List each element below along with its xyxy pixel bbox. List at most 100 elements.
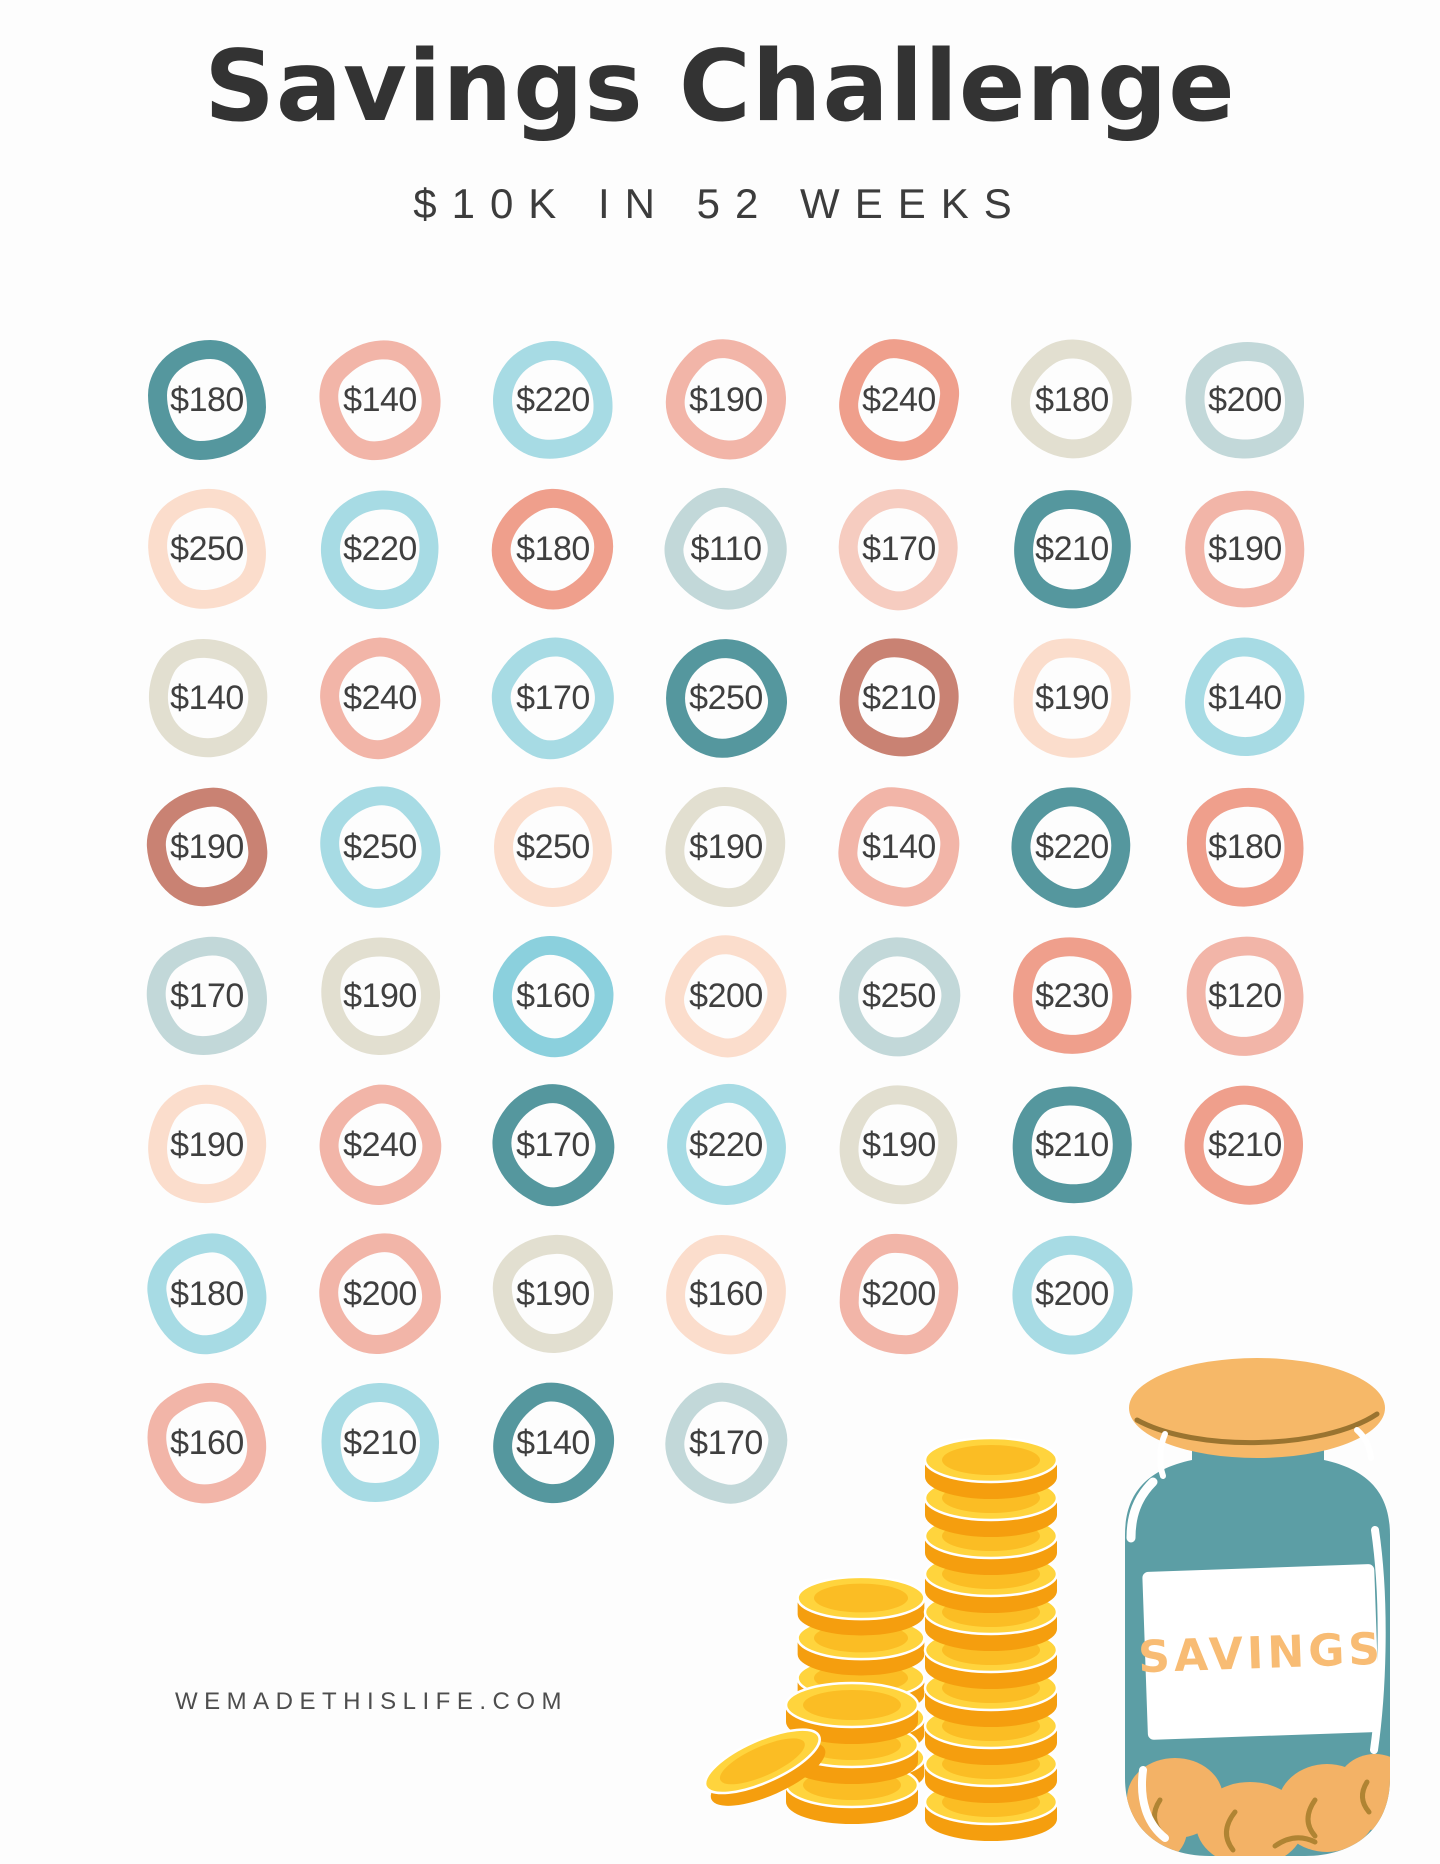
savings-amount: $220 [343, 529, 417, 568]
savings-amount: $140 [1208, 678, 1282, 717]
grid-row: $170 $190 $160 $200 $250 $230 $120 [124, 913, 1323, 1079]
savings-blob: $140 [295, 315, 465, 485]
savings-amount: $200 [1208, 380, 1282, 419]
savings-amount: $250 [862, 976, 936, 1015]
savings-amount: $250 [343, 827, 417, 866]
savings-blob: $170 [471, 615, 635, 781]
savings-blob: $250 [492, 785, 614, 909]
grid-row: $180 $200 $190 $160 $200 $200 [142, 1209, 1304, 1379]
savings-amount: $220 [1035, 827, 1109, 866]
savings-amount: $170 [516, 1125, 590, 1164]
savings-blob: $160 [123, 1359, 291, 1527]
savings-blob: $170 [821, 470, 977, 628]
savings-amount: $210 [343, 1423, 417, 1462]
savings-amount: $250 [689, 678, 763, 717]
savings-amount: $220 [516, 380, 590, 419]
savings-blob: $180 [472, 469, 634, 629]
savings-blob: $140 [834, 782, 964, 912]
jar-lid-seam [1134, 1411, 1380, 1446]
savings-blob: $180 [1177, 778, 1313, 916]
savings-blob: $210 [1161, 1061, 1329, 1229]
savings-blob: $200 [1174, 329, 1316, 471]
savings-blob: $220 [988, 763, 1156, 931]
savings-blob: $250 [819, 916, 979, 1076]
savings-amount: $170 [170, 976, 244, 1015]
grid-row: $180 $140 $220 $190 $240 $180 $200 [148, 315, 1316, 485]
savings-amount: $190 [343, 976, 417, 1015]
savings-amount: $140 [516, 1423, 590, 1462]
savings-amount: $160 [516, 976, 590, 1015]
savings-blob: $180 [989, 317, 1155, 483]
grid-row: $140 $240 $170 $250 $210 $190 $140 [126, 614, 1329, 782]
savings-blob: $200 [296, 1210, 464, 1378]
savings-blob: $220 [489, 336, 617, 464]
savings-amount: $200 [1035, 1274, 1109, 1313]
savings-amount: $140 [862, 827, 936, 866]
grid-row: $190 $240 $170 $220 $190 $210 $210 [128, 1061, 1329, 1229]
savings-blob: $220 [654, 1072, 798, 1218]
savings-blob: $190 [143, 784, 271, 910]
savings-amount: $250 [516, 827, 590, 866]
savings-amount: $190 [689, 380, 763, 419]
savings-amount: $180 [170, 380, 244, 419]
savings-amount: $160 [689, 1274, 763, 1313]
savings-blob: $160 [641, 1209, 811, 1379]
savings-amount: $230 [1035, 976, 1109, 1015]
savings-amount: $190 [689, 827, 763, 866]
savings-amount: $160 [170, 1423, 244, 1462]
savings-amount: $240 [862, 380, 936, 419]
savings-amount: $210 [862, 678, 936, 717]
savings-blob: $190 [1169, 473, 1321, 625]
page-title: Savings Challenge [204, 30, 1236, 144]
savings-amount: $190 [862, 1125, 936, 1164]
grid-row: $250 $220 $180 $110 $170 $210 $190 [125, 467, 1321, 631]
savings-blob: $180 [148, 340, 266, 460]
savings-blob: $190 [128, 1065, 286, 1225]
savings-blob: $190 [308, 925, 452, 1067]
savings-amount: $210 [1035, 1125, 1109, 1164]
grid-row: $190 $250 $250 $190 $140 $220 $180 [143, 762, 1313, 932]
savings-blob: $140 [1161, 614, 1329, 782]
savings-amount: $210 [1035, 529, 1109, 568]
savings-blob: $170 [653, 1371, 799, 1515]
savings-blob: $240 [307, 624, 453, 772]
savings-amount: $200 [862, 1274, 936, 1313]
savings-blob: $210 [815, 615, 983, 781]
savings-blob: $210 [1002, 1076, 1142, 1214]
savings-blob: $200 [652, 921, 800, 1071]
savings-amount: $250 [170, 529, 244, 568]
savings-blob: $160 [471, 914, 635, 1078]
savings-amount: $240 [343, 678, 417, 717]
savings-amount: $210 [1208, 1125, 1282, 1164]
savings-amount: $170 [862, 529, 936, 568]
savings-blob: $170 [124, 913, 290, 1079]
coin-stack-tall [923, 1436, 1059, 1843]
savings-blob: $250 [655, 628, 797, 768]
savings-blob: $190 [490, 1232, 616, 1356]
savings-amount: $180 [1035, 380, 1109, 419]
savings-blob: $200 [988, 1210, 1156, 1378]
savings-amount: $240 [343, 1125, 417, 1164]
savings-blob: $210 [311, 1373, 449, 1513]
savings-amount: $200 [343, 1274, 417, 1313]
savings-amount: $110 [690, 529, 762, 568]
savings-blob: $210 [993, 470, 1151, 628]
savings-amount: $120 [1208, 976, 1282, 1015]
savings-blob: $120 [1167, 918, 1323, 1074]
savings-blob: $190 [816, 1062, 982, 1228]
savings-blob: $200 [837, 1231, 961, 1357]
footer-url: WEMADETHISLIFE.COM [175, 1688, 569, 1715]
coin-stack-illustration [703, 1436, 1059, 1843]
coin-tilted [703, 1728, 826, 1806]
savings-amount: $190 [1035, 678, 1109, 717]
savings-amount: $200 [689, 976, 763, 1015]
savings-blob: $190 [642, 316, 810, 484]
grid-row: $160 $210 $140 $170 [123, 1359, 1304, 1527]
savings-blob: $110 [649, 473, 803, 625]
savings-blob: $240 [304, 1070, 456, 1220]
jar-label: SAVINGS [1137, 1564, 1385, 1740]
savings-blob: $250 [295, 762, 465, 932]
savings-blob: $190 [1006, 631, 1138, 765]
savings-amount: $180 [170, 1274, 244, 1313]
savings-blob: $250 [125, 467, 289, 631]
